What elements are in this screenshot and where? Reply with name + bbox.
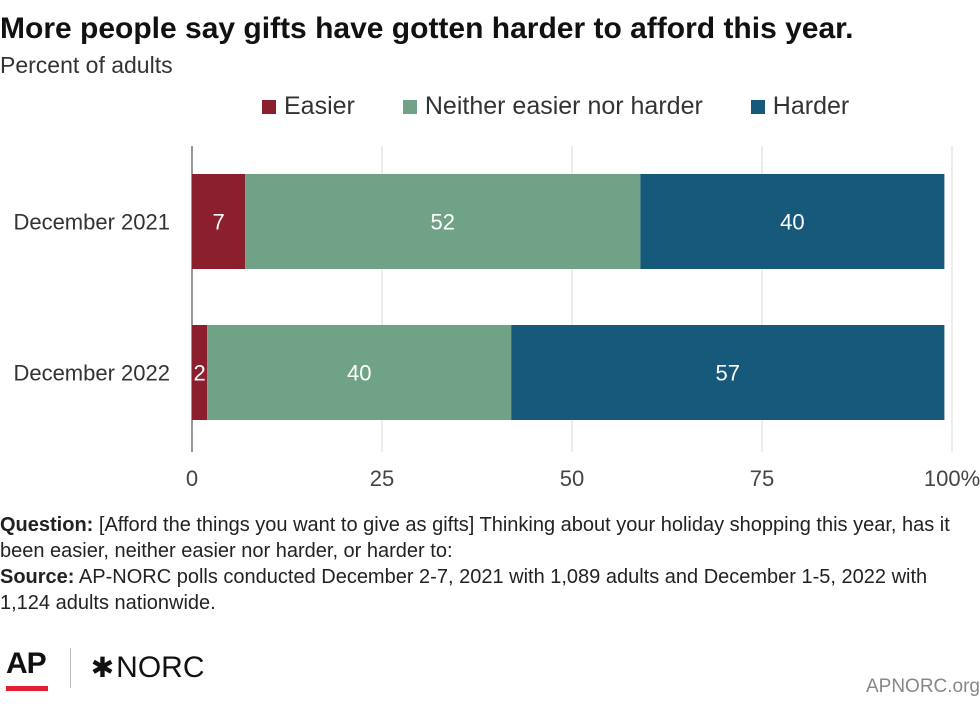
category-label: December 2021 bbox=[13, 210, 170, 235]
chart-notes: Question: [Afford the things you want to… bbox=[0, 512, 960, 616]
ap-logo-bar bbox=[6, 686, 48, 691]
bar-segment bbox=[192, 325, 208, 420]
x-tick-label: 0 bbox=[186, 466, 198, 491]
legend-label-easier: Easier bbox=[284, 92, 355, 120]
bar-segment bbox=[245, 174, 641, 269]
ap-logo-text: AP bbox=[6, 647, 47, 680]
legend-item-harder: Harder bbox=[750, 92, 850, 121]
chart-legend: Easier Neither easier nor harder Harder bbox=[262, 92, 849, 121]
bar-segment bbox=[511, 325, 945, 420]
question-text: [Afford the things you want to give as g… bbox=[0, 514, 950, 562]
x-tick-label: 50 bbox=[560, 466, 584, 491]
question-label: Question: bbox=[0, 514, 94, 536]
norc-logo-text: NORC bbox=[116, 651, 205, 684]
legend-swatch-harder bbox=[750, 99, 765, 114]
data-label: 7 bbox=[212, 210, 224, 235]
x-tick-label: 100% bbox=[924, 466, 980, 491]
source-text: AP-NORC polls conducted December 2-7, 20… bbox=[0, 566, 928, 614]
bar-segment bbox=[640, 174, 945, 269]
data-label: 40 bbox=[780, 210, 804, 235]
logo-divider bbox=[69, 648, 71, 688]
legend-label-neither: Neither easier nor harder bbox=[424, 92, 703, 120]
data-label: 2 bbox=[193, 361, 205, 386]
x-tick-label: 75 bbox=[750, 466, 774, 491]
data-label: 57 bbox=[716, 361, 740, 386]
chart-title: More people say gifts have gotten harder… bbox=[0, 12, 854, 45]
footer-logos: AP ✱ NORC bbox=[6, 647, 205, 691]
data-label: 40 bbox=[347, 361, 371, 386]
legend-item-neither: Neither easier nor harder bbox=[402, 92, 703, 121]
norc-logo: ✱ NORC bbox=[91, 653, 205, 683]
legend-swatch-easier bbox=[262, 99, 276, 114]
norc-star-icon: ✱ bbox=[90, 652, 115, 683]
bar-segment bbox=[192, 174, 246, 269]
legend-item-easier: Easier bbox=[262, 92, 355, 121]
bar-segment bbox=[207, 325, 512, 420]
category-label: December 2022 bbox=[13, 361, 170, 386]
chart-subtitle: Percent of adults bbox=[0, 52, 173, 78]
data-label: 52 bbox=[431, 210, 455, 235]
legend-label-harder: Harder bbox=[772, 92, 850, 120]
ap-logo: AP bbox=[6, 647, 48, 691]
x-tick-label: 25 bbox=[370, 466, 394, 491]
source-note: Source: AP-NORC polls conducted December… bbox=[0, 564, 960, 616]
source-label: Source: bbox=[0, 566, 75, 588]
legend-swatch-neither bbox=[402, 99, 417, 114]
site-url: APNORC.org bbox=[865, 676, 980, 697]
stacked-bar-chart: 0 25 50 75 100% December 2021 December 2022 7 52… bbox=[13, 146, 980, 491]
question-note: Question: [Afford the things you want to… bbox=[0, 512, 960, 564]
